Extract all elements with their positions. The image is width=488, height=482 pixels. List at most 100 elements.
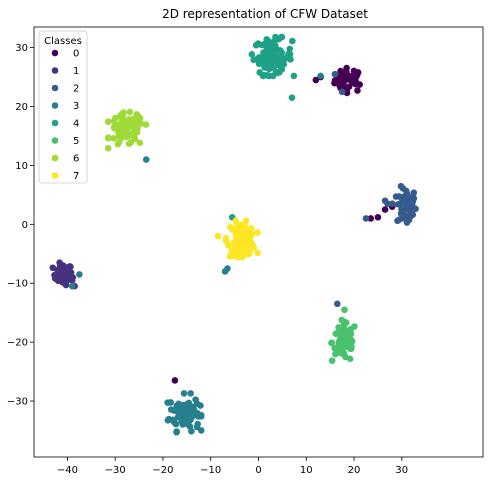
point-class-3 — [142, 156, 150, 163]
point-class-0 — [381, 206, 389, 213]
series-0 — [171, 64, 396, 384]
point-class-7 — [254, 249, 261, 257]
legend-marker — [51, 102, 59, 109]
legend-label: 7 — [73, 171, 79, 182]
point-class-4 — [275, 35, 283, 43]
point-class-1 — [63, 278, 70, 285]
point-class-2 — [410, 189, 418, 197]
point-class-3 — [167, 399, 175, 406]
series-7 — [214, 217, 261, 261]
point-class-6 — [114, 140, 122, 148]
legend-label: 4 — [73, 119, 79, 130]
point-class-7 — [242, 217, 250, 225]
legend-marker — [51, 119, 59, 127]
point-class-4 — [268, 63, 275, 70]
point-class-2 — [402, 193, 409, 201]
x-tick-label: 30 — [395, 465, 408, 476]
point-class-3 — [174, 408, 181, 415]
point-class-4 — [261, 57, 269, 64]
point-class-3 — [187, 390, 194, 397]
chart-title: 2D representation of CFW Dataset — [162, 7, 368, 21]
point-class-2 — [334, 300, 341, 308]
x-tick-label: −40 — [57, 465, 78, 476]
legend-box — [38, 30, 88, 184]
point-class-6 — [127, 138, 135, 146]
point-class-5 — [341, 306, 348, 314]
point-class-0 — [331, 79, 339, 87]
point-class-6 — [104, 144, 112, 152]
point-class-2 — [397, 182, 405, 190]
point-class-3 — [179, 407, 187, 415]
point-class-6 — [126, 108, 134, 116]
legend-title: Classes — [44, 36, 82, 47]
point-class-7 — [243, 245, 251, 253]
legend-label: 3 — [73, 101, 79, 112]
point-class-4 — [274, 69, 282, 77]
x-tick-label: 10 — [300, 465, 313, 476]
legend-item-2: 2 — [51, 84, 79, 95]
point-class-6 — [124, 118, 132, 125]
legend-marker — [51, 49, 59, 57]
point-class-7 — [248, 224, 255, 232]
x-tick-label: −30 — [105, 465, 126, 476]
x-tick-label: −20 — [152, 465, 173, 476]
legend-label: 0 — [73, 49, 79, 60]
point-class-0 — [171, 377, 179, 384]
y-tick-label: −30 — [7, 397, 28, 408]
series-3 — [68, 72, 324, 436]
point-class-4 — [289, 37, 296, 45]
legend-label: 6 — [73, 154, 79, 165]
point-class-2 — [392, 193, 400, 200]
x-tick-label: −10 — [200, 465, 221, 476]
point-class-0 — [374, 213, 382, 221]
point-class-5 — [328, 339, 335, 347]
legend-item-6: 6 — [51, 154, 79, 165]
legend-item-7: 7 — [51, 171, 79, 182]
point-class-5 — [341, 334, 348, 341]
point-class-6 — [142, 121, 150, 128]
point-class-3 — [193, 423, 201, 431]
point-class-1 — [68, 276, 76, 284]
point-class-6 — [133, 125, 141, 133]
point-class-6 — [133, 110, 141, 118]
legend-marker — [51, 84, 59, 92]
y-tick-label: 10 — [15, 161, 28, 172]
point-class-4 — [286, 45, 294, 53]
point-class-5 — [341, 343, 349, 351]
point-class-0 — [367, 215, 375, 222]
point-class-7 — [242, 228, 250, 236]
y-tick-label: 30 — [15, 43, 28, 54]
point-class-5 — [335, 324, 342, 331]
point-class-2 — [398, 214, 406, 222]
point-class-2 — [388, 200, 396, 208]
point-class-5 — [339, 317, 347, 325]
point-class-3 — [180, 390, 188, 397]
point-class-7 — [214, 232, 222, 240]
point-class-2 — [403, 219, 411, 226]
legend-label: 2 — [73, 84, 79, 95]
point-class-0 — [337, 67, 344, 75]
point-class-7 — [250, 244, 258, 251]
x-tick-label: 0 — [255, 465, 261, 476]
point-class-6 — [104, 118, 112, 126]
legend-item-3: 3 — [51, 101, 79, 112]
x-axis: −40 −30 −20 −10 0 10 20 30 — [57, 457, 408, 476]
point-class-5 — [347, 342, 355, 349]
point-class-7 — [233, 237, 241, 245]
series-4 — [228, 33, 298, 221]
point-class-6 — [136, 139, 144, 147]
point-class-7 — [240, 238, 248, 245]
x-tick-label: 20 — [348, 465, 361, 476]
point-class-4 — [270, 57, 277, 64]
point-class-2 — [338, 88, 346, 96]
point-class-1 — [56, 263, 64, 270]
legend-item-5: 5 — [51, 136, 79, 147]
legend-item-4: 4 — [51, 119, 79, 130]
point-class-6 — [123, 124, 131, 131]
point-class-2 — [404, 201, 411, 209]
point-class-0 — [356, 81, 364, 88]
point-class-3 — [197, 411, 205, 419]
point-class-3 — [173, 428, 180, 436]
point-class-5 — [346, 355, 354, 363]
legend-label: 1 — [73, 66, 79, 77]
